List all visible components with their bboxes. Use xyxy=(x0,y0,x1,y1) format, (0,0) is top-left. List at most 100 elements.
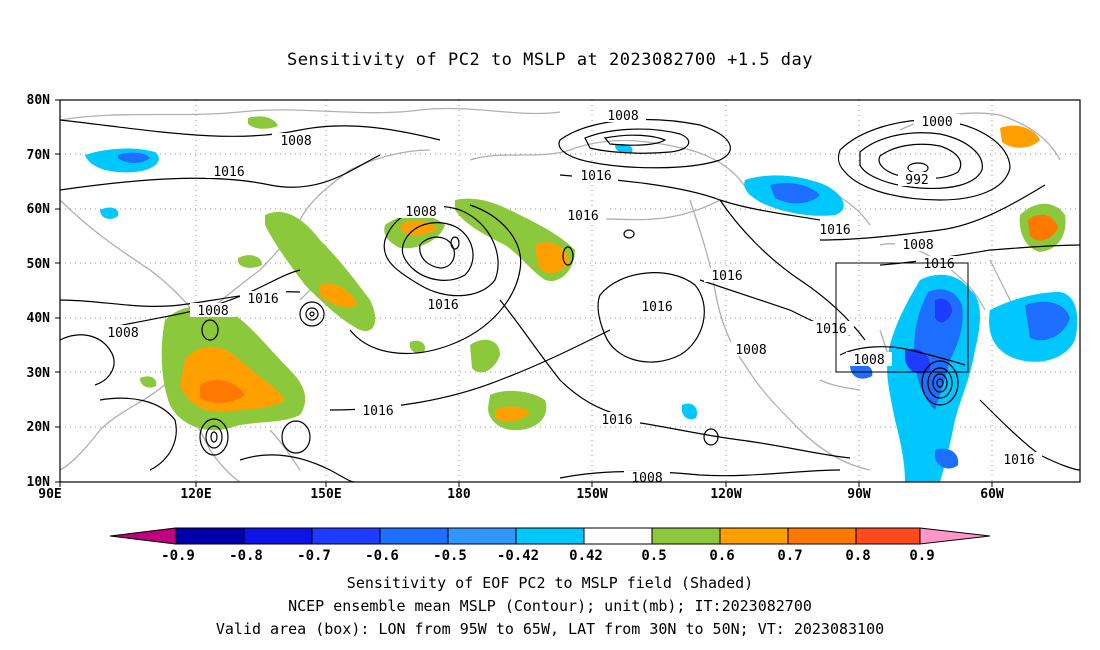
svg-text:1016: 1016 xyxy=(1003,453,1034,468)
svg-text:992: 992 xyxy=(905,173,928,188)
colorbar-label: 0.8 xyxy=(845,548,870,564)
svg-text:1000: 1000 xyxy=(921,115,952,130)
contour-label: 1016 xyxy=(572,168,618,184)
contour-labels: 1008 1016 1008 1008 1016 1016 1016 1016 … xyxy=(100,108,1042,486)
contour-label: 1008 xyxy=(624,471,670,486)
svg-text:1008: 1008 xyxy=(405,205,436,220)
colorbar-segment xyxy=(855,527,921,545)
contour-label: 1016 xyxy=(812,222,858,238)
contour-label: 1008 xyxy=(895,237,941,253)
lon-label: 120E xyxy=(180,487,211,502)
contour-label: 1016 xyxy=(240,291,286,307)
lat-label: 20N xyxy=(27,420,51,435)
contour-label: 1016 xyxy=(206,164,252,180)
colorbar-label: -0.8 xyxy=(229,548,263,564)
caption-line-2: NCEP ensemble mean MSLP (Contour); unit(… xyxy=(288,597,812,615)
lat-label: 60N xyxy=(27,202,51,217)
contour-label: 1016 xyxy=(594,412,640,428)
colorbar-label: 0.42 xyxy=(569,548,603,564)
svg-text:1008: 1008 xyxy=(197,304,228,319)
lat-label: 10N xyxy=(27,475,51,490)
contour-label: 1016 xyxy=(808,321,854,337)
svg-text:1016: 1016 xyxy=(580,169,611,184)
contour-label: 1016 xyxy=(916,256,962,272)
colorbar-label: 0.5 xyxy=(641,548,666,564)
colorbar-label: -0.7 xyxy=(297,548,331,564)
svg-text:1016: 1016 xyxy=(213,165,244,180)
caption-line-1: Sensitivity of EOF PC2 to MSLP field (Sh… xyxy=(346,574,754,592)
lat-label: 40N xyxy=(27,311,51,326)
svg-text:1016: 1016 xyxy=(567,209,598,224)
colorbar-label: 0.7 xyxy=(777,548,802,564)
valid-area-box xyxy=(835,262,969,373)
svg-text:1016: 1016 xyxy=(601,413,632,428)
lon-label: 90E xyxy=(38,487,61,502)
svg-text:1016: 1016 xyxy=(819,223,850,238)
svg-text:1016: 1016 xyxy=(641,300,672,315)
svg-text:1016: 1016 xyxy=(362,404,393,419)
colorbar-labels: -0.9 -0.8 -0.7 -0.6 -0.5 -0.42 0.42 0.5 … xyxy=(161,548,935,564)
svg-text:1008: 1008 xyxy=(902,238,933,253)
contour-label: 1016 xyxy=(996,452,1042,468)
contour-label: 1008 xyxy=(100,325,146,341)
svg-text:1008: 1008 xyxy=(280,134,311,149)
map-title: Sensitivity of PC2 to MSLP at 2023082700… xyxy=(286,50,813,70)
colorbar xyxy=(109,527,991,545)
lon-label: 150E xyxy=(310,487,341,502)
map-frame xyxy=(59,99,1081,483)
svg-text:1016: 1016 xyxy=(815,322,846,337)
svg-text:1016: 1016 xyxy=(711,269,742,284)
svg-text:1008: 1008 xyxy=(107,326,138,341)
colorbar-segment xyxy=(379,527,449,545)
contour-label: 1008 xyxy=(272,133,318,149)
contour-label: 1008 xyxy=(728,342,774,358)
lon-label: 180 xyxy=(447,487,471,502)
svg-text:1008: 1008 xyxy=(853,353,884,368)
colorbar-segment xyxy=(109,527,177,545)
colorbar-segment xyxy=(515,527,585,545)
map-plot-area: 1008 1016 1008 1008 1016 1016 1016 1016 … xyxy=(60,100,1080,486)
axis-ticks xyxy=(55,99,993,487)
caption-line-3: Valid area (box): LON from 95W to 65W, L… xyxy=(215,620,885,638)
lon-label: 150W xyxy=(576,487,607,502)
lat-label: 70N xyxy=(27,148,51,163)
colorbar-segment xyxy=(447,527,517,545)
negative-sensitivity-shading xyxy=(85,143,1078,482)
latitude-labels: 80N 70N 60N 50N 40N 30N 20N 10N xyxy=(27,93,51,490)
lat-label: 80N xyxy=(27,93,51,108)
colorbar-label: -0.9 xyxy=(161,548,195,564)
contour-label: 1016 xyxy=(704,268,750,284)
colorbar-segment xyxy=(311,527,381,545)
contour-label: 1016 xyxy=(355,403,401,419)
lat-label: 30N xyxy=(27,366,51,381)
colorbar-segment xyxy=(583,527,653,545)
contour-label: 1008 xyxy=(600,108,646,124)
colorbar-label: 0.9 xyxy=(909,548,934,564)
svg-text:1008: 1008 xyxy=(631,471,662,486)
colorbar-segment xyxy=(175,527,245,545)
contour-label: 1008 xyxy=(846,352,892,368)
contour-label: 992 xyxy=(898,172,936,188)
colorbar-segment xyxy=(243,527,313,545)
colorbar-segment xyxy=(787,527,857,545)
colorbar-segment xyxy=(919,527,991,545)
contour-label: 1016 xyxy=(420,297,466,313)
lon-label: 90W xyxy=(847,487,871,502)
colorbar-label: -0.42 xyxy=(497,548,539,564)
longitude-labels: 90E 120E 150E 180 150W 120W 90W 60W xyxy=(38,487,1004,502)
positive-sensitivity-shading xyxy=(140,116,1066,431)
contour-label: 1000 xyxy=(914,114,960,130)
lon-label: 60W xyxy=(980,487,1004,502)
svg-text:1016: 1016 xyxy=(923,257,954,272)
colorbar-segment xyxy=(719,527,789,545)
colorbar-label: -0.5 xyxy=(433,548,467,564)
lon-label: 120W xyxy=(710,487,741,502)
svg-text:1008: 1008 xyxy=(607,109,638,124)
svg-text:1016: 1016 xyxy=(427,298,458,313)
contour-label: 1008 xyxy=(190,303,236,319)
lat-label: 50N xyxy=(27,257,51,272)
contour-label: 1008 xyxy=(398,204,444,220)
contour-label: 1016 xyxy=(634,299,680,315)
svg-text:1016: 1016 xyxy=(247,292,278,307)
contour-label: 1016 xyxy=(560,208,606,224)
